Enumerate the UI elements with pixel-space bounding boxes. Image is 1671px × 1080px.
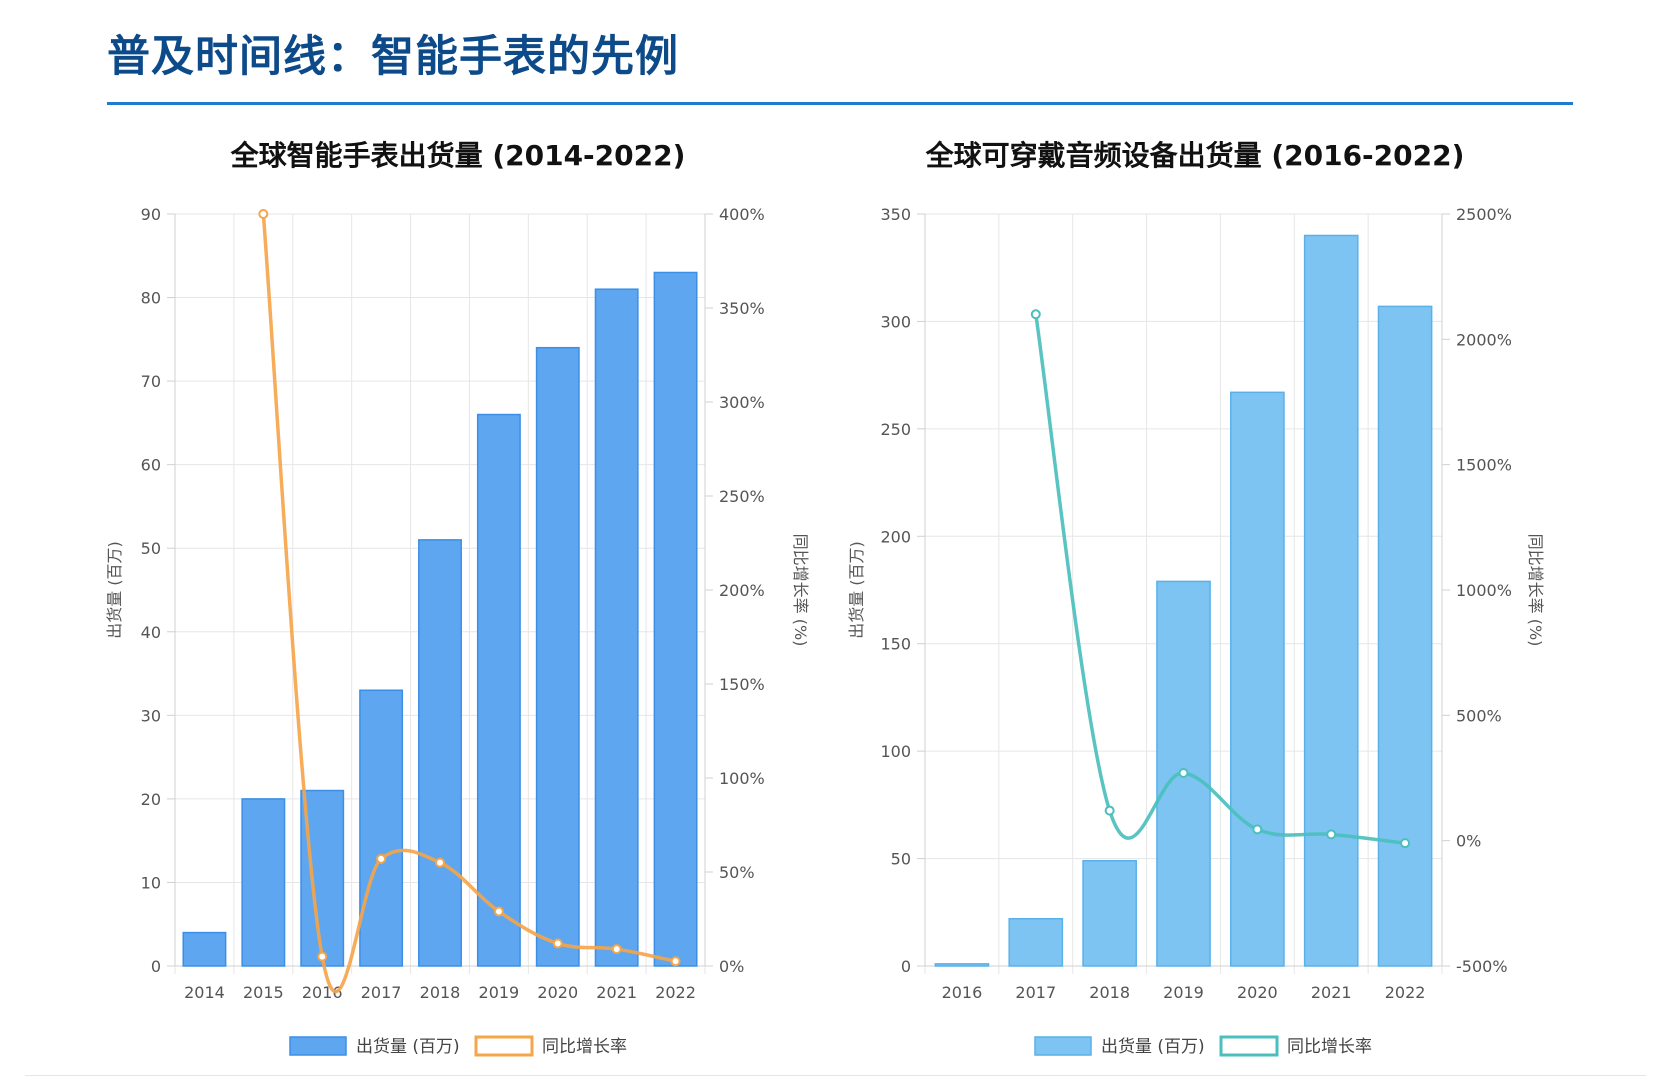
y-tick-label: 50 bbox=[891, 850, 911, 869]
y-right-tick-label: 200% bbox=[719, 581, 765, 600]
y-right-tick-label: 350% bbox=[719, 299, 765, 318]
bar bbox=[934, 963, 990, 967]
bar bbox=[594, 288, 639, 967]
y-tick-label: 60 bbox=[141, 456, 161, 475]
y-tick-label: 350 bbox=[880, 205, 911, 224]
bar bbox=[418, 539, 462, 967]
y-right-tick-label: 50% bbox=[719, 863, 755, 882]
x-tick-label: 2018 bbox=[420, 983, 461, 1002]
y-tick-label: 50 bbox=[141, 539, 161, 558]
footer-divider bbox=[25, 1075, 1646, 1076]
y-tick-label: 30 bbox=[141, 706, 161, 725]
x-tick-label: 2019 bbox=[479, 983, 520, 1002]
growth-point bbox=[258, 209, 269, 219]
x-tick-label: 2017 bbox=[361, 983, 402, 1002]
y-tick-label: 250 bbox=[880, 420, 911, 439]
y-right-tick-label: 400% bbox=[719, 205, 765, 224]
x-tick-label: 2018 bbox=[1089, 983, 1130, 1002]
y-right-tick-label: 0% bbox=[1456, 832, 1481, 851]
y-right-tick-label: 250% bbox=[719, 487, 765, 506]
bar bbox=[182, 931, 227, 967]
legend-swatch-bar bbox=[289, 1036, 347, 1056]
legend-swatch-line bbox=[1219, 1035, 1279, 1057]
growth-point bbox=[1178, 767, 1189, 778]
legend-label-bar: 出货量 (百万) bbox=[1101, 1037, 1205, 1057]
x-tick-label: 2021 bbox=[596, 983, 637, 1002]
growth-point bbox=[1104, 805, 1115, 816]
bar bbox=[1008, 917, 1064, 967]
chart-title: 全球智能手表出货量 (2014-2022) bbox=[230, 139, 686, 172]
x-tick-label: 2022 bbox=[1385, 983, 1426, 1002]
y-right-tick-label: 1500% bbox=[1456, 456, 1512, 475]
x-tick-label: 2022 bbox=[655, 983, 696, 1002]
y-tick-label: 90 bbox=[141, 205, 161, 224]
bar bbox=[476, 413, 521, 967]
y-tick-label: 300 bbox=[880, 312, 911, 331]
growth-point bbox=[611, 944, 622, 955]
bar bbox=[241, 798, 286, 967]
page-title: 普及时间线：智能手表的先例 bbox=[107, 32, 679, 82]
x-tick-label: 2017 bbox=[1015, 983, 1056, 1002]
y-right-tick-label: 500% bbox=[1456, 706, 1502, 725]
legend-label-line: 同比增长率 bbox=[542, 1037, 627, 1057]
legend-label-bar: 出货量 (百万) bbox=[356, 1037, 460, 1057]
y-tick-label: 0 bbox=[151, 957, 161, 976]
y-right-tick-label: 0% bbox=[719, 957, 744, 976]
y-tick-label: 10 bbox=[141, 873, 161, 892]
bar bbox=[1082, 859, 1137, 967]
y-right-tick-label: 100% bbox=[719, 769, 765, 788]
growth-point bbox=[493, 906, 504, 917]
y-axis-label-right: 同比增长率 (%) bbox=[791, 534, 810, 647]
x-tick-label: 2014 bbox=[184, 983, 225, 1002]
legend-label-line: 同比增长率 bbox=[1287, 1037, 1372, 1057]
y-tick-label: 0 bbox=[901, 957, 911, 976]
y-tick-label: 20 bbox=[141, 790, 161, 809]
x-tick-label: 2015 bbox=[243, 983, 284, 1002]
x-tick-label: 2016 bbox=[942, 983, 983, 1002]
y-tick-label: 40 bbox=[141, 623, 161, 642]
bar bbox=[1377, 305, 1433, 967]
growth-point bbox=[317, 951, 328, 962]
growth-point bbox=[670, 956, 681, 967]
growth-point bbox=[376, 853, 387, 864]
growth-point bbox=[1252, 824, 1263, 835]
y-tick-label: 200 bbox=[880, 527, 911, 546]
y-right-tick-label: 1000% bbox=[1456, 581, 1512, 600]
growth-point bbox=[1400, 838, 1411, 849]
y-right-tick-label: 300% bbox=[719, 393, 765, 412]
bar bbox=[1303, 234, 1359, 967]
title-divider bbox=[107, 102, 1573, 105]
growth-point bbox=[552, 938, 563, 949]
bar bbox=[653, 271, 698, 967]
x-tick-label: 2019 bbox=[1163, 983, 1204, 1002]
y-axis-label-right: 同比增长率 (%) bbox=[1526, 534, 1545, 647]
x-tick-label: 2020 bbox=[1237, 983, 1278, 1002]
x-tick-label: 2021 bbox=[1311, 983, 1352, 1002]
bar bbox=[1230, 391, 1285, 967]
growth-point bbox=[435, 857, 445, 868]
y-axis-label: 出货量 (百万) bbox=[847, 541, 866, 639]
y-tick-label: 70 bbox=[141, 372, 161, 391]
x-tick-label: 2020 bbox=[537, 983, 578, 1002]
y-right-tick-label: 2000% bbox=[1456, 330, 1512, 349]
growth-point bbox=[1030, 309, 1041, 320]
bar bbox=[535, 346, 580, 967]
bar bbox=[359, 689, 404, 967]
y-right-tick-label: 150% bbox=[719, 675, 765, 694]
legend-swatch-bar bbox=[1034, 1036, 1092, 1056]
y-tick-label: 80 bbox=[141, 289, 161, 308]
growth-line bbox=[1034, 312, 1407, 845]
y-tick-label: 100 bbox=[880, 742, 911, 761]
growth-point bbox=[1326, 829, 1337, 840]
legend-swatch-line bbox=[474, 1035, 534, 1057]
y-right-tick-label: 2500% bbox=[1456, 205, 1512, 224]
y-axis-label: 出货量 (百万) bbox=[105, 541, 124, 639]
y-tick-label: 150 bbox=[880, 635, 911, 654]
chart-title: 全球可穿戴音频设备出货量 (2016-2022) bbox=[925, 139, 1465, 172]
y-right-tick-label: -500% bbox=[1456, 957, 1508, 976]
